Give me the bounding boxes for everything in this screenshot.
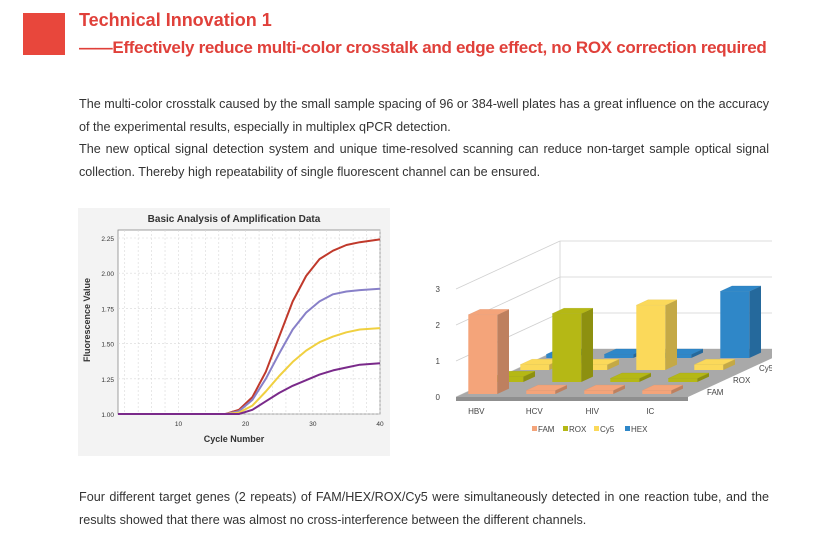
bar-side (691, 349, 703, 358)
category-label: IC (646, 407, 654, 416)
chart-title: Basic Analysis of Amplification Data (148, 214, 321, 225)
depth-label: FAM (707, 388, 724, 397)
accent-block (23, 13, 65, 55)
legend-swatch (532, 426, 537, 431)
bar-FAM-IC (642, 384, 684, 394)
bar-ROX-HCV (552, 308, 594, 382)
bar-top (526, 384, 568, 391)
bar-top (552, 308, 594, 314)
bar-front (694, 364, 724, 370)
bar-side (665, 299, 677, 370)
bar-front (642, 390, 672, 394)
legend-label: HEX (631, 425, 648, 434)
bar-side (639, 373, 651, 382)
bar-side (697, 373, 709, 382)
bar-ROX-HIV (610, 372, 652, 382)
x-tick-label: 10 (175, 421, 183, 428)
x-tick-label: 30 (309, 421, 317, 428)
bar-side (523, 371, 535, 382)
bar-front (584, 390, 614, 394)
series-line (118, 362, 381, 415)
y-tick-label: 1.75 (101, 306, 114, 313)
intro-paragraph-2: The new optical signal detection system … (79, 142, 769, 179)
bar-HEX-IC (720, 285, 762, 358)
legend-swatch (594, 426, 599, 431)
intro-paragraph-1: The multi-color crosstalk caused by the … (79, 97, 769, 134)
bar-top (720, 285, 762, 292)
bar-front (468, 314, 498, 394)
y-tick-label: 0 (436, 393, 441, 402)
legend-swatch (625, 426, 630, 431)
plot-area (117, 229, 381, 415)
y-tick-label: 1.50 (101, 342, 114, 349)
bar-side (497, 309, 509, 394)
bar-top (636, 299, 678, 306)
y-axis-label: Fluorescence Value (82, 278, 92, 362)
bar-top (642, 384, 684, 391)
legend-label: FAM (538, 425, 555, 434)
y-tick-label: 3 (436, 285, 441, 294)
section-title: Technical Innovation 1 (79, 10, 272, 30)
y-tick-label: 2.25 (101, 236, 114, 243)
bar-top (668, 372, 710, 379)
bar-side (555, 385, 567, 394)
bar-front (526, 390, 556, 394)
legend-label: Cy5 (600, 425, 615, 434)
section-subtitle: ——Effectively reduce multi-color crossta… (79, 38, 767, 57)
amplification-chart: Basic Analysis of Amplification Data 1.0… (78, 208, 390, 456)
bar-side (671, 385, 683, 394)
category-label: HIV (586, 407, 600, 416)
bar-side (723, 359, 735, 370)
x-tick-label: 40 (376, 421, 384, 428)
y-tick-label: 1 (436, 357, 441, 366)
conclusion-paragraph: Four different target genes (2 repeats) … (79, 490, 769, 527)
bar-top (468, 309, 510, 315)
bar-side (613, 385, 625, 394)
bar-top (610, 372, 652, 379)
depth-label: ROX (733, 376, 751, 385)
chart-floor-edge (456, 397, 688, 401)
legend-swatch (563, 426, 568, 431)
y-tick-label: 1.25 (101, 377, 114, 384)
bar-FAM-HIV (584, 384, 626, 394)
y-tick-label: 2 (436, 321, 441, 330)
bar-side (749, 286, 761, 358)
grid-line (455, 240, 561, 290)
depth-label: Cy5 (759, 364, 772, 373)
bar-front (604, 354, 634, 358)
bar-front (610, 378, 640, 382)
bar-front (668, 378, 698, 382)
bar-FAM-HCV (526, 384, 568, 394)
bar-top (694, 359, 736, 365)
y-tick-label: 1.00 (101, 412, 114, 419)
bar-top (584, 384, 626, 391)
bar-side (607, 359, 619, 370)
y-tick-label: 2.00 (101, 271, 114, 278)
bar-front (520, 364, 550, 370)
bar-Cy5-IC (694, 359, 736, 370)
legend-label: ROX (569, 425, 587, 434)
bar-front (720, 291, 750, 358)
bar-FAM-HBV (468, 309, 510, 394)
x-tick-label: 20 (242, 421, 250, 428)
bar-Cy5-HIV (636, 299, 678, 370)
x-axis-label: Cycle Number (204, 434, 265, 444)
category-label: HCV (526, 407, 544, 416)
bar-front (552, 313, 582, 382)
category-label: HBV (468, 407, 485, 416)
bar-side (581, 308, 593, 382)
bar-front (636, 305, 666, 370)
bar-ROX-IC (668, 372, 710, 382)
